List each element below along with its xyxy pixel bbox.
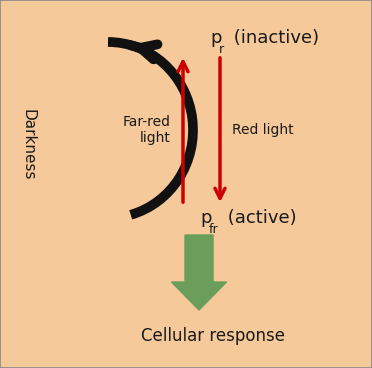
FancyArrow shape (171, 235, 227, 310)
Text: Far-red
light: Far-red light (123, 115, 171, 145)
Text: r: r (219, 43, 224, 56)
Text: p: p (200, 209, 212, 227)
Text: p: p (210, 29, 221, 47)
Text: Darkness: Darkness (20, 109, 35, 181)
Text: (active): (active) (222, 209, 296, 227)
Text: (inactive): (inactive) (228, 29, 319, 47)
Text: fr: fr (209, 223, 219, 236)
Text: Cellular response: Cellular response (141, 327, 285, 345)
Text: Red light: Red light (232, 123, 294, 137)
